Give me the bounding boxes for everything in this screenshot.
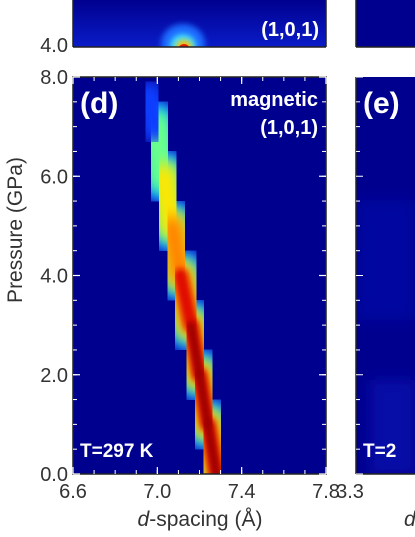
heatmap-band-5-seg-3 (173, 268, 199, 333)
panel-e-ticks (356, 76, 363, 475)
panel-e-temperature: T=2 (363, 441, 396, 462)
panel-e-texture (356, 200, 415, 474)
panel-d-y-tick-labels: 0.0 2.0 4.0 6.0 8.0 (40, 67, 68, 486)
panel-e-x-axis-label: d (404, 508, 415, 531)
heatmap-tail (131, 79, 173, 144)
y-tick-label-1: 2.0 (40, 365, 68, 387)
y-tick-label-3: 6.0 (40, 166, 68, 188)
heatmap-band-6-seg-2 (187, 321, 204, 379)
panel-e-partial: (e) T=2 3.3 d (336, 76, 415, 531)
panel-d: (d) magnetic (1,0,1) T=297 K 6.6 7.0 7.4 7.… (4, 67, 340, 531)
heatmap-band-6-seg-1 (195, 370, 212, 429)
panel-e-letter: (e) (363, 87, 400, 120)
panel-d-heatmap (126, 79, 246, 474)
panel-d-letter: (d) (80, 87, 118, 120)
top-panel-ytick: 4.0 (40, 35, 68, 57)
panel-d-x-axis-label: d-spacing (Å) (138, 508, 263, 531)
top-panel-hotspot (161, 24, 205, 47)
panel-d-ticks (72, 76, 327, 475)
y-tick-label-0: 0.0 (40, 464, 68, 486)
x-tick-label-0: 6.6 (59, 481, 87, 503)
x-axis-label-rest: -spacing (Å) (149, 508, 262, 531)
x-axis-label-italic: d (138, 508, 151, 531)
x-tick-label-3: 7.8 (312, 481, 340, 503)
heatmap-band-6-seg-0 (203, 420, 221, 474)
heatmap-band-4-seg-4 (162, 215, 191, 286)
y-tick-label-4: 8.0 (40, 67, 68, 89)
panel-d-annotation-line1: magnetic (230, 89, 318, 111)
panel-e-x-tick-label: 3.3 (336, 481, 364, 503)
top-right-panel-partial (356, 0, 415, 47)
y-tick-label-2: 4.0 (40, 266, 68, 288)
x-tick-label-1: 7.0 (143, 481, 171, 503)
x-tick-label-2: 7.4 (228, 481, 256, 503)
panel-d-y-axis-label: Pressure (GPa) (4, 157, 27, 303)
panel-d-annotation-line2: (1,0,1) (260, 117, 318, 139)
top-panel-partial: (1,0,1) 4.0 (40, 0, 327, 57)
panel-d-x-tick-labels: 6.6 7.0 7.4 7.8 (59, 481, 340, 503)
panel-d-temperature: T=297 K (80, 441, 154, 462)
top-panel-annotation: (1,0,1) (261, 19, 319, 41)
